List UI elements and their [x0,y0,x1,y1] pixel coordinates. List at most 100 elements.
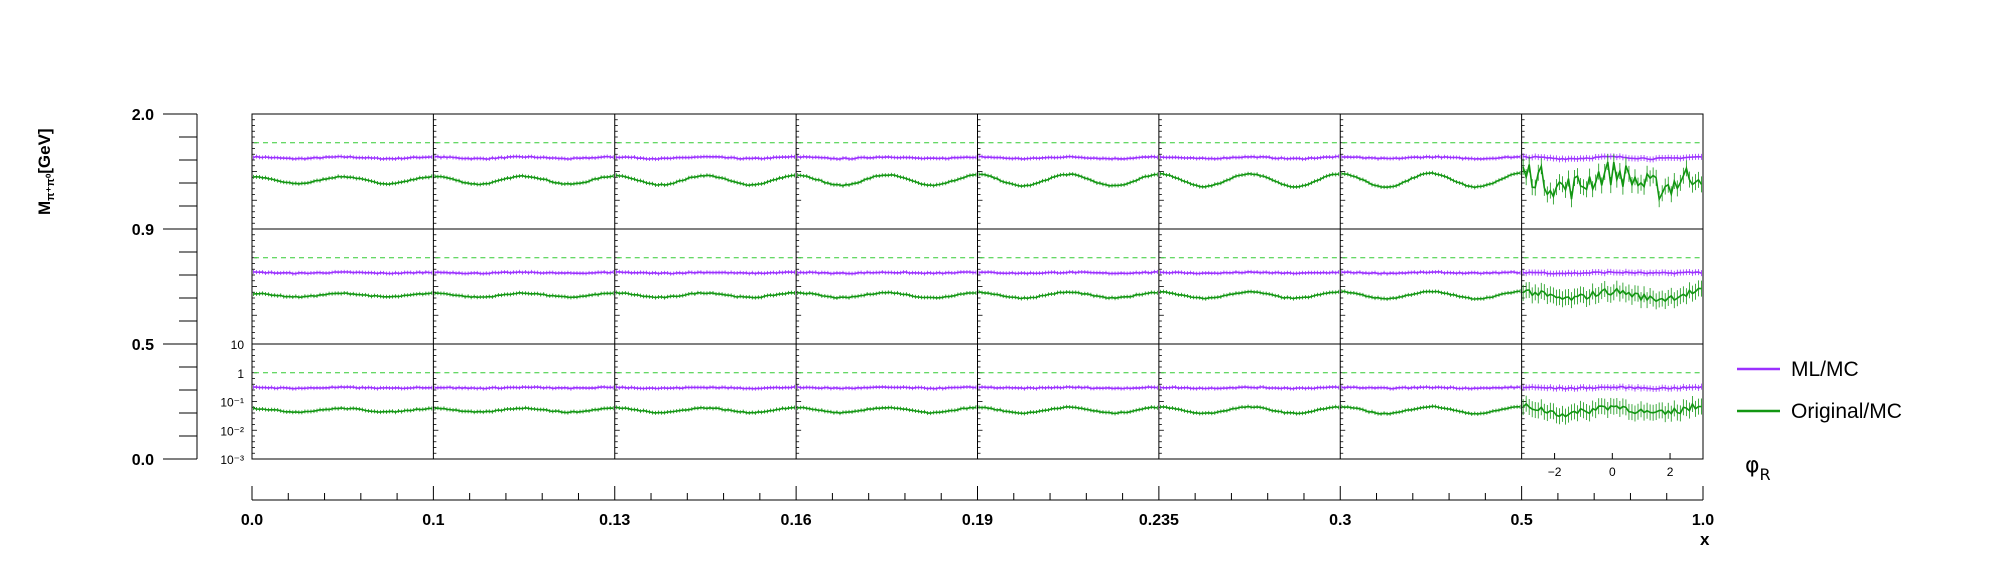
series-ml-line [978,155,1158,160]
panel [252,113,433,230]
panel [614,228,796,345]
series-ml-line [1341,155,1521,160]
series-orig-line [1522,161,1703,202]
x-tick-label: 0.0 [241,512,263,529]
series-ml-line [1160,270,1339,275]
phi-axis-title-sub: R [1760,465,1771,484]
panel [977,343,1158,460]
x-tick-label: 0.1 [422,512,444,529]
series-ml-line [1341,270,1521,275]
series-ml-line [253,155,432,160]
series-ml-line [978,270,1158,275]
x-axis-title: x [1700,530,1710,549]
series-orig-line [1341,405,1521,415]
series-ml-line [797,155,977,160]
panel [796,113,977,230]
series-orig-line [1341,290,1521,300]
panel [796,343,977,460]
panel [433,113,614,230]
inner-y-tick-label: 10⁻¹ [220,396,244,410]
series-orig-line [1160,172,1339,188]
series-orig-line [797,291,976,299]
series-orig-line [1522,287,1702,303]
series-ml-line [434,155,614,160]
legend: ML/MC Original/MC [1737,358,1902,423]
panel [1158,343,1340,460]
series-ml-line [253,385,432,390]
series-ml-line [253,271,432,275]
series-orig-line [253,175,433,186]
panel [977,113,1158,230]
phi-axis-title: φR [1745,453,1771,484]
x-tick-label: 0.3 [1329,512,1351,529]
mass-tick-label: 2.0 [132,107,154,124]
legend-ml-label: ML/MC [1791,358,1859,381]
x-axis: 0.0 0.1 0.13 0.16 0.19 0.235 0.3 0.5 1.0 [241,486,1714,529]
inner-y-tick-label: 1 [237,367,244,381]
series-orig-line [978,405,1158,415]
mass-tick-label: 0.9 [132,222,154,239]
x-tick-label: 0.19 [962,512,993,529]
panel [1521,113,1703,230]
series-ml-line [978,386,1158,390]
mass-tick-label: 0.0 [132,452,154,469]
inner-y-tick-label: 10⁻³ [220,453,244,467]
y-axis-title: Mπ⁺π⁰[GeV] [35,128,57,215]
series-orig-line [1341,171,1521,189]
series-ml-line [1160,386,1339,390]
panel [977,228,1158,345]
inner-panel-axes: 10 1 10⁻¹ 10⁻² 10⁻³ −2 0 2 [220,338,1673,479]
series-ml-line [616,386,795,390]
panel [252,228,433,345]
inner-x-tick-label: 0 [1609,465,1616,479]
inner-x-tick-label: 2 [1667,465,1674,479]
x-tick-label: 0.235 [1139,512,1179,529]
series-orig-line [978,173,1158,188]
panel-grid [252,113,1703,460]
panel [433,343,614,460]
y-axis-title-main: M [35,201,54,215]
inner-y-tick-label: 10⁻² [220,424,244,438]
y-axis-title-sub: π⁺π⁰ [45,173,57,201]
panel [614,343,796,460]
panel [1521,343,1702,460]
series-orig-line [978,290,1158,300]
series-orig-line [1160,405,1339,415]
panel [1340,113,1521,230]
series-orig-line [434,406,614,414]
x-tick-label: 0.13 [599,512,630,529]
series-orig-line [253,407,432,414]
series-ml-line [797,271,977,275]
series-orig-line [434,174,614,186]
x-tick-label: 0.5 [1511,512,1533,529]
series-ml-line [616,270,795,275]
y-axis-title-unit: [GeV] [35,128,54,173]
panel [1340,343,1521,460]
inner-x-tick-label: −2 [1548,465,1562,479]
phi-axis-title-main: φ [1745,453,1760,478]
series-orig-line [253,292,433,299]
series-orig-line [616,174,795,187]
series-orig-line [1160,290,1339,300]
legend-orig-label: Original/MC [1791,400,1902,423]
panel [1340,228,1521,345]
series-orig-line [797,406,977,415]
series-orig-line [797,173,977,187]
series-ml-line [1523,385,1702,390]
x-tick-label: 1.0 [1692,512,1714,529]
panel [1158,228,1340,345]
panel [433,228,614,345]
series-ml-line [1341,386,1521,390]
series-ml-line [1160,155,1339,160]
series-ml-line [797,386,977,390]
panel [1158,113,1340,230]
series-ml-line [1522,270,1702,275]
inner-y-tick-label: 10 [231,338,245,352]
panel [252,343,433,460]
series-ml-line [616,155,795,160]
panel [796,228,977,345]
mass-tick-label: 0.5 [132,337,154,354]
series-orig-line [616,291,795,299]
mass-axis: 0.0 0.5 0.9 2.0 [132,107,198,469]
series-orig-line [616,406,795,414]
